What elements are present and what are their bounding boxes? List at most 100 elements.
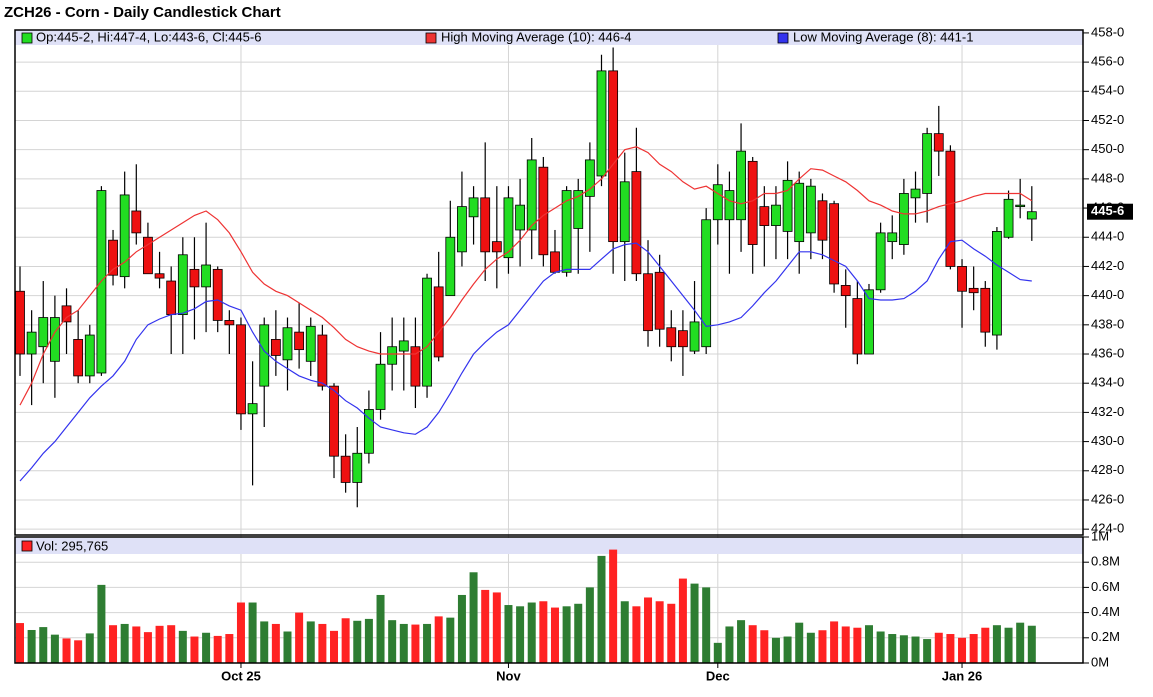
candle-body bbox=[992, 231, 1002, 336]
candle-body bbox=[259, 324, 270, 387]
candle-body bbox=[73, 339, 84, 377]
y-tick-label: 442-0 bbox=[1091, 258, 1124, 273]
candle-body bbox=[247, 403, 258, 415]
volume-bar bbox=[178, 630, 187, 663]
volume-bar bbox=[516, 606, 525, 663]
volume-bar bbox=[574, 603, 583, 663]
volume-bar bbox=[644, 597, 653, 663]
y-tick-label: 454-0 bbox=[1091, 83, 1124, 98]
volume-legend-band bbox=[15, 538, 1083, 554]
candle-body bbox=[387, 346, 398, 365]
volume-bar bbox=[225, 634, 234, 663]
candle-body bbox=[433, 286, 444, 358]
y-tick-label: 428-0 bbox=[1091, 462, 1124, 477]
volume-bar bbox=[283, 631, 292, 663]
candle-body bbox=[654, 271, 665, 330]
volume-frame bbox=[14, 536, 1084, 664]
candle-body bbox=[922, 133, 933, 194]
candle-body bbox=[212, 268, 223, 321]
volume-bar bbox=[236, 602, 245, 663]
volume-bar bbox=[341, 618, 350, 663]
moving-average-line bbox=[19, 146, 1033, 406]
candle-body bbox=[26, 331, 37, 355]
volume-bar bbox=[818, 630, 827, 663]
chart-title: ZCH26 - Corn - Daily Candlestick Chart bbox=[4, 4, 281, 21]
volume-bar bbox=[969, 634, 978, 663]
candle-body bbox=[224, 320, 235, 326]
candle-body bbox=[643, 273, 653, 332]
volume-bar bbox=[888, 634, 897, 663]
candle-body bbox=[1015, 204, 1026, 208]
volume-bar bbox=[853, 627, 862, 663]
candle-body bbox=[49, 317, 60, 362]
candle-body bbox=[352, 452, 363, 483]
y-tick-label: 424-0 bbox=[1091, 521, 1124, 536]
y-tick-label: 448-0 bbox=[1091, 170, 1124, 185]
volume-bar bbox=[981, 627, 990, 663]
price-frame bbox=[14, 29, 1084, 536]
candle-body bbox=[573, 190, 584, 229]
candle-body bbox=[294, 331, 305, 351]
candle-body bbox=[957, 266, 967, 292]
volume-bar bbox=[120, 623, 129, 663]
candle-body bbox=[422, 277, 432, 387]
volume-bar bbox=[202, 632, 211, 663]
volume-bar bbox=[539, 601, 548, 663]
volume-bar bbox=[388, 620, 397, 663]
y-tick-label: 450-0 bbox=[1091, 141, 1124, 156]
candle-body bbox=[864, 289, 874, 355]
candle-body bbox=[166, 280, 177, 316]
candle-body bbox=[329, 385, 339, 457]
volume-bar bbox=[911, 636, 920, 663]
candle-body bbox=[538, 166, 549, 256]
y-tick-label: 452-0 bbox=[1091, 112, 1124, 127]
volume-bar bbox=[585, 587, 594, 663]
candle-body bbox=[666, 327, 677, 348]
candle-body bbox=[933, 133, 944, 152]
candle-body bbox=[678, 330, 688, 348]
volume-bar bbox=[841, 626, 850, 663]
candle-body bbox=[817, 200, 828, 241]
candle-body bbox=[910, 188, 921, 199]
candle-body bbox=[550, 251, 560, 273]
volume-bar bbox=[330, 630, 339, 663]
volume-bar bbox=[271, 623, 280, 663]
moving-average-line bbox=[19, 239, 1032, 482]
candle-body bbox=[631, 171, 642, 275]
volume-bar bbox=[318, 623, 327, 663]
volume-bar bbox=[992, 625, 1001, 663]
volume-bar bbox=[923, 639, 932, 663]
y-tick-label: 426-0 bbox=[1091, 491, 1124, 506]
volume-bar bbox=[527, 602, 536, 663]
candle-body bbox=[526, 159, 537, 231]
candle-body bbox=[480, 197, 491, 253]
candle-body bbox=[282, 327, 293, 361]
volume-bar bbox=[864, 625, 873, 663]
volume-bar bbox=[27, 629, 36, 663]
candle-body bbox=[108, 239, 118, 276]
volume-bar bbox=[190, 636, 199, 663]
volume-bar bbox=[492, 592, 501, 663]
volume-bar bbox=[469, 572, 478, 663]
candle-body bbox=[980, 287, 991, 333]
volume-bar bbox=[806, 632, 815, 663]
volume-bar bbox=[609, 549, 618, 663]
volume-bar bbox=[504, 605, 513, 663]
candle-body bbox=[491, 241, 502, 253]
candle-body bbox=[270, 339, 281, 356]
candle-body bbox=[1026, 211, 1037, 220]
volume-bar bbox=[830, 621, 839, 663]
volume-bar bbox=[760, 630, 769, 663]
volume-bar bbox=[1016, 622, 1025, 663]
candle-body bbox=[445, 236, 456, 297]
volume-bar bbox=[958, 637, 967, 663]
y-tick-label: 456-0 bbox=[1091, 54, 1124, 69]
y-tick-label: 430-0 bbox=[1091, 433, 1124, 448]
candle-body bbox=[375, 363, 386, 410]
volume-bar bbox=[550, 607, 559, 663]
y-tick-label: 440-0 bbox=[1091, 287, 1124, 302]
candle-body bbox=[712, 184, 723, 221]
candle-body bbox=[201, 264, 211, 288]
last-price-label: 445-6 bbox=[1091, 203, 1124, 218]
